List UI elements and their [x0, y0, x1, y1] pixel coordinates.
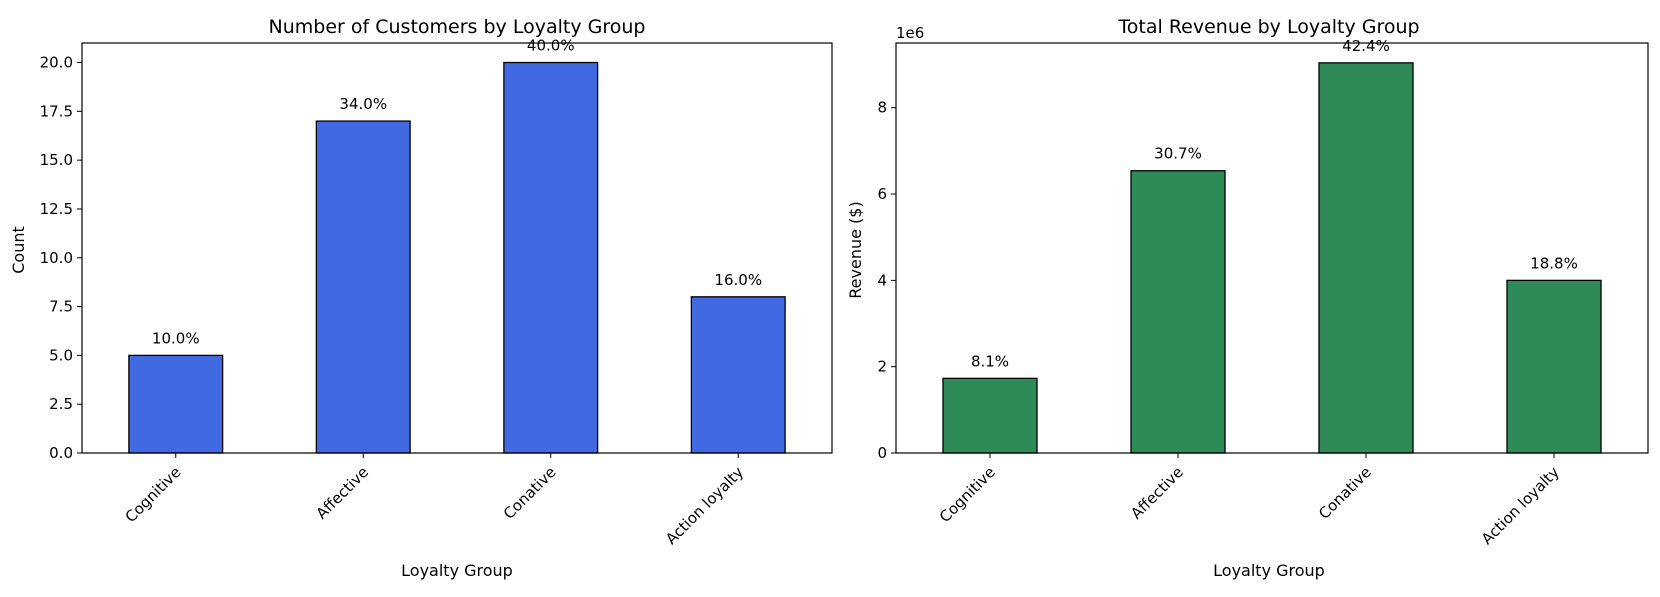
customers-chart: Number of Customers by Loyalty Group Cou…	[9, 16, 833, 580]
y-axis-label: Revenue ($)	[846, 201, 865, 298]
x-ticks-group: Cognitive Affective Conative Action loyalty	[122, 453, 747, 548]
bar-cognitive	[128, 354, 224, 454]
y-tick-label: 20.0	[40, 54, 73, 72]
bar-affective	[315, 120, 411, 454]
bar-action-loyalty	[690, 296, 786, 454]
plot-frame	[895, 42, 1649, 454]
y-tick-label: 15.0	[40, 151, 73, 169]
x-tick-label: Action loyalty	[662, 463, 747, 548]
chart-title: Total Revenue by Loyalty Group	[1117, 16, 1419, 38]
x-tick-label: Affective	[313, 463, 373, 523]
y-tick-label: 5.0	[49, 346, 73, 364]
x-tick-label: Cognitive	[936, 463, 999, 526]
data-label: 18.8%	[1530, 254, 1578, 272]
y-ticks-group: 0 2 4 6 8	[877, 99, 896, 462]
bars-group	[128, 61, 786, 454]
y-tick-label: 6	[877, 185, 887, 203]
x-tick-label: Action loyalty	[1478, 463, 1563, 548]
data-label: 42.4%	[1342, 37, 1390, 55]
x-tick-label: Conative	[1315, 463, 1375, 523]
bar-affective	[1130, 170, 1226, 454]
y-tick-label: 10.0	[40, 249, 73, 267]
data-label: 8.1%	[971, 352, 1009, 370]
data-label: 30.7%	[1154, 145, 1202, 163]
data-label: 16.0%	[714, 271, 762, 289]
y-tick-label: 2.5	[49, 395, 73, 413]
data-labels-group: 10.0% 34.0% 40.0% 16.0%	[152, 37, 762, 348]
y-tick-label: 2	[877, 358, 887, 376]
chart-title: Number of Customers by Loyalty Group	[269, 16, 646, 38]
x-tick-label: Cognitive	[122, 463, 185, 526]
x-tick-label: Affective	[1127, 463, 1187, 523]
x-axis-label: Loyalty Group	[1213, 561, 1325, 580]
y-axis-label: Count	[9, 226, 28, 274]
y-ticks-group: 0.0 2.5 5.0 7.5 10.0 12.5 15.0 17.5 20.0	[40, 54, 82, 462]
data-labels-group: 8.1% 30.7% 42.4% 18.8%	[971, 37, 1578, 370]
x-tick-label: Conative	[500, 463, 560, 523]
y-offset-text: 1e6	[896, 24, 924, 42]
revenue-chart: Total Revenue by Loyalty Group Revenue (…	[846, 16, 1649, 580]
bar-conative	[1318, 62, 1414, 454]
y-tick-label: 4	[877, 271, 887, 289]
y-tick-label: 7.5	[49, 298, 73, 316]
x-axis-label: Loyalty Group	[401, 561, 513, 580]
y-tick-label: 17.5	[40, 102, 73, 120]
y-tick-label: 0.0	[49, 444, 73, 462]
y-tick-label: 12.5	[40, 200, 73, 218]
plot-frame	[81, 42, 833, 454]
y-tick-label: 8	[877, 99, 887, 117]
bar-action-loyalty	[1506, 279, 1602, 454]
data-label: 40.0%	[527, 37, 575, 55]
x-ticks-group: Cognitive Affective Conative Action loyalty	[936, 453, 1563, 548]
bar-conative	[503, 61, 599, 454]
data-label: 34.0%	[339, 95, 387, 113]
y-tick-label: 0	[877, 444, 887, 462]
data-label: 10.0%	[152, 329, 200, 347]
bars-group	[942, 62, 1602, 454]
bar-cognitive	[942, 377, 1038, 454]
